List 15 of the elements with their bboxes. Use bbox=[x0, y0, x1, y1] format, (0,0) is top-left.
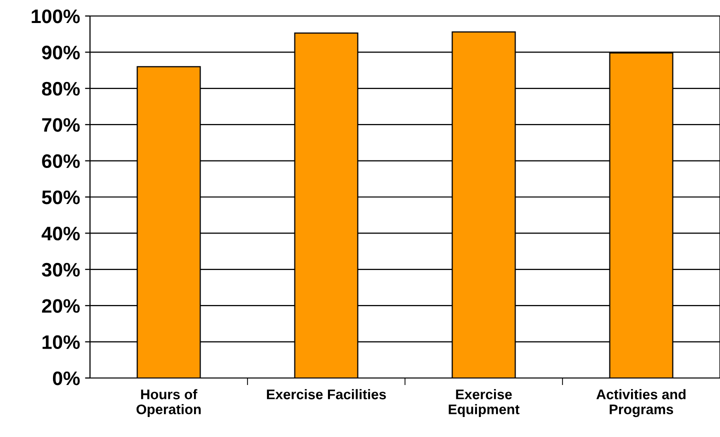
y-tick-label: 100% bbox=[32, 9, 80, 24]
x-tick-label: Exercise Equipment bbox=[448, 389, 520, 418]
y-tick-label: 30% bbox=[42, 262, 80, 277]
y-tick-label: 0% bbox=[52, 371, 80, 386]
y-tick-label: 60% bbox=[42, 154, 80, 168]
y-tick-label: 40% bbox=[42, 226, 80, 240]
y-tick-label: 80% bbox=[42, 82, 80, 96]
y-tick-label: 10% bbox=[42, 335, 80, 350]
y-tick-label: 20% bbox=[42, 299, 80, 313]
x-tick-label: Hours of Operation bbox=[136, 389, 201, 418]
x-tick-label: Exercise Facilities bbox=[266, 389, 386, 400]
y-tick-label: 70% bbox=[42, 118, 80, 132]
y-tick-label: 50% bbox=[42, 190, 80, 204]
y-tick-label: 90% bbox=[42, 46, 80, 60]
x-tick-label: Activities and Programs bbox=[596, 389, 686, 418]
